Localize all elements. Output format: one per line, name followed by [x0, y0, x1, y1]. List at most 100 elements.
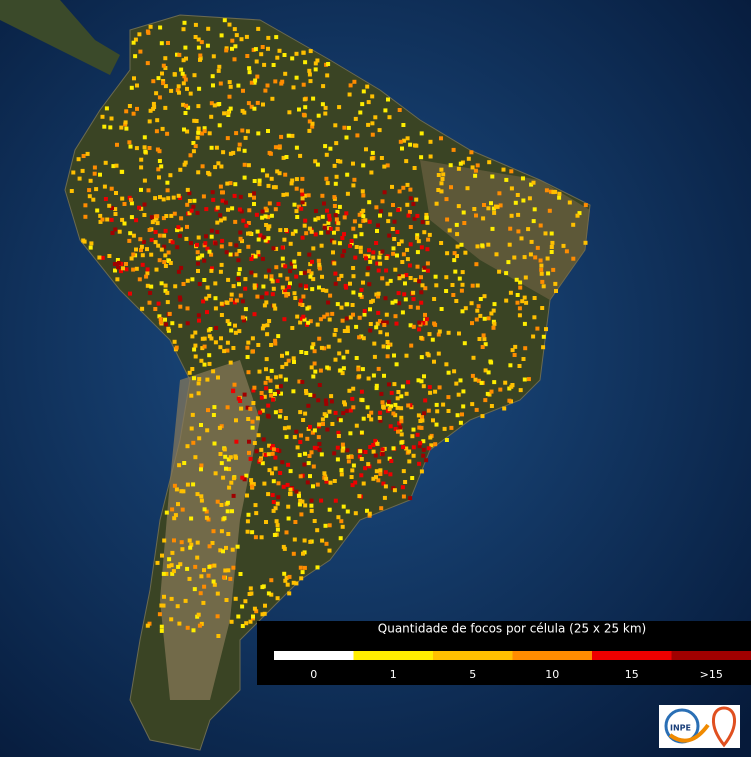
fire-cell: [193, 564, 198, 569]
fire-cell: [396, 429, 400, 434]
fire-cell: [219, 503, 224, 507]
fire-cell: [291, 580, 296, 585]
fire-cell: [237, 142, 242, 147]
fire-cell: [163, 66, 168, 70]
fire-cell: [209, 234, 214, 239]
fire-cell: [541, 345, 546, 350]
fire-cell: [220, 238, 225, 243]
fire-cell: [454, 222, 459, 227]
fire-cell: [348, 408, 353, 413]
fire-cell: [411, 202, 416, 206]
fire-cell: [286, 358, 291, 363]
fire-cell: [336, 434, 341, 438]
fire-cell: [359, 457, 364, 461]
fire-cell: [202, 258, 207, 263]
fire-cell: [263, 238, 268, 243]
fire-cell: [315, 528, 320, 533]
fire-cell: [211, 413, 216, 417]
fire-cell: [163, 253, 168, 258]
fire-cell: [246, 244, 251, 249]
fire-cell: [449, 425, 454, 430]
fire-cell: [149, 237, 154, 242]
fire-cell: [83, 203, 88, 208]
fire-cell: [306, 461, 311, 466]
fire-cell: [237, 282, 241, 287]
fire-cell: [335, 209, 340, 214]
fire-cell: [185, 86, 189, 91]
fire-cell: [179, 216, 184, 221]
fire-cell: [155, 560, 160, 565]
fire-cell: [170, 321, 175, 326]
fire-cell: [426, 353, 431, 358]
fire-cell: [335, 445, 340, 450]
fire-cell: [270, 279, 275, 284]
fire-cell: [294, 489, 299, 494]
fire-cell: [165, 290, 170, 295]
fire-cell: [399, 440, 404, 445]
fire-cell: [246, 370, 251, 375]
fire-cell: [466, 156, 471, 161]
fire-cell: [155, 118, 160, 123]
fire-cell: [261, 102, 265, 107]
fire-cell: [426, 446, 431, 451]
fire-cell: [176, 84, 181, 89]
fire-cell: [221, 190, 225, 195]
fire-cell: [332, 195, 337, 200]
fire-cell: [378, 418, 383, 423]
fire-cell: [283, 264, 288, 269]
fire-cell: [241, 88, 245, 93]
fire-cell: [553, 281, 558, 286]
fire-cell: [378, 213, 382, 218]
fire-cell: [174, 487, 179, 492]
fire-cell: [215, 220, 220, 225]
logo-arrow: [668, 723, 710, 743]
fire-cell: [250, 419, 255, 424]
fire-cell: [181, 282, 186, 286]
fire-cell: [345, 302, 350, 307]
fire-cell: [163, 288, 168, 293]
fire-cell: [441, 402, 446, 407]
fire-cell: [515, 293, 520, 297]
fire-cell: [378, 261, 383, 266]
fire-cell: [202, 507, 207, 512]
fire-cell: [241, 218, 246, 223]
fire-cell: [312, 445, 317, 450]
fire-cell: [263, 88, 268, 93]
fire-cell: [275, 448, 280, 452]
fire-cell: [386, 345, 390, 350]
fire-cell: [446, 330, 451, 335]
fire-cell: [481, 333, 486, 338]
fire-cell: [316, 435, 321, 440]
fire-cell: [202, 344, 207, 349]
fire-cell: [134, 266, 139, 271]
fire-cell: [236, 396, 241, 401]
fire-cell: [158, 195, 162, 200]
fire-cell: [161, 79, 166, 83]
fire-cell: [158, 317, 163, 321]
fire-cell: [229, 619, 234, 624]
fire-cell: [336, 515, 341, 520]
fire-cell: [223, 454, 228, 459]
fire-cell: [228, 181, 233, 186]
fire-cell: [376, 291, 381, 296]
fire-cell: [187, 370, 192, 375]
fire-cell: [261, 235, 266, 240]
fire-cell: [337, 241, 342, 246]
fire-cell: [307, 269, 312, 274]
fire-cell: [251, 388, 256, 393]
fire-cell: [211, 54, 216, 59]
fire-cell: [329, 399, 334, 404]
fire-cell: [110, 206, 114, 210]
fire-cell: [320, 214, 325, 219]
fire-cell: [324, 288, 329, 293]
fire-cell: [368, 328, 373, 333]
fire-cell: [281, 192, 286, 197]
fire-cell: [332, 204, 337, 208]
fire-cell: [238, 236, 243, 241]
fire-cell: [116, 265, 121, 270]
fire-cell: [122, 221, 127, 226]
fire-cell: [163, 264, 168, 268]
fire-cell: [452, 369, 457, 374]
fire-cell: [191, 482, 196, 487]
fire-cell: [251, 47, 256, 52]
